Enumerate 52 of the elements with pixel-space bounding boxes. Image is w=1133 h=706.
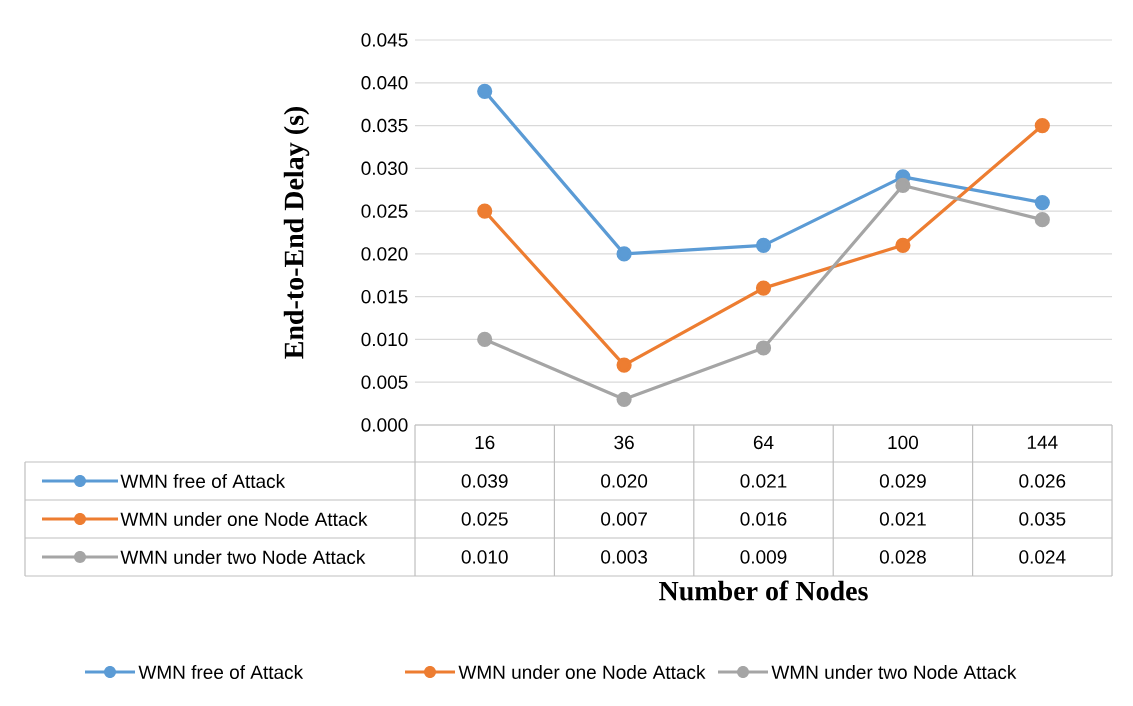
point xyxy=(477,83,493,99)
point xyxy=(616,246,632,262)
y-tick-label: 0.000 xyxy=(361,418,408,432)
data-label: 0.029 xyxy=(879,474,926,488)
data-label: 0.026 xyxy=(1019,474,1066,488)
y-tick-label: 0.010 xyxy=(361,332,408,347)
x-tick-label: 16 xyxy=(475,435,495,450)
text: WMN under two Node Attack xyxy=(771,665,1017,679)
data-label: 0.021 xyxy=(740,474,787,488)
text: WMN free of Attack xyxy=(138,665,304,679)
point xyxy=(895,177,911,194)
legend-label: WMN under two Node Attack xyxy=(120,550,366,564)
y-axis-title: End-to-End Delay (s) xyxy=(283,106,310,359)
point xyxy=(616,357,632,373)
x-axis-title: Number of Nodes xyxy=(659,580,868,601)
point xyxy=(477,331,493,348)
data-label: 0.028 xyxy=(879,550,926,564)
point xyxy=(755,237,772,253)
data-label: 0.007 xyxy=(601,512,647,526)
legend-label: WMN under one Node Attack xyxy=(120,512,368,526)
point xyxy=(477,203,493,219)
y-tick-label: 0.005 xyxy=(361,375,408,389)
point xyxy=(1034,117,1050,134)
point xyxy=(1034,212,1050,228)
y-tick-label: 0.040 xyxy=(361,76,408,90)
x-tick-label: 64 xyxy=(753,435,774,450)
point xyxy=(755,280,772,296)
data-label: 0.020 xyxy=(601,474,648,488)
y-tick-label: 0.025 xyxy=(361,204,408,218)
x-tick-label: 100 xyxy=(888,435,918,450)
data-label: 0.024 xyxy=(1019,550,1066,564)
data-label: 0.003 xyxy=(601,550,648,564)
y-tick-label: 0.035 xyxy=(361,118,408,133)
point xyxy=(895,237,911,253)
y-tick-label: 0.030 xyxy=(361,161,408,176)
y-tick-label: 0.015 xyxy=(361,289,408,304)
point xyxy=(755,340,772,356)
data-label: 0.035 xyxy=(1019,512,1066,526)
data-label: 0.021 xyxy=(879,512,926,526)
data-label: 0.025 xyxy=(461,512,508,526)
x-tick-label: 36 xyxy=(614,435,634,450)
data-label: 0.009 xyxy=(740,550,787,564)
data-label: 0.039 xyxy=(461,474,508,488)
legend-label: WMN free of Attack xyxy=(120,474,286,488)
data-label: 0.010 xyxy=(461,550,508,564)
y-tick-label: 0.045 xyxy=(361,33,408,47)
data-label: 0.016 xyxy=(740,512,787,526)
x-tick-label: 144 xyxy=(1027,435,1058,449)
y-tick-label: 0.020 xyxy=(361,247,408,261)
point xyxy=(616,391,632,407)
text: WMN under one Node Attack xyxy=(458,665,706,679)
point xyxy=(1034,194,1050,211)
